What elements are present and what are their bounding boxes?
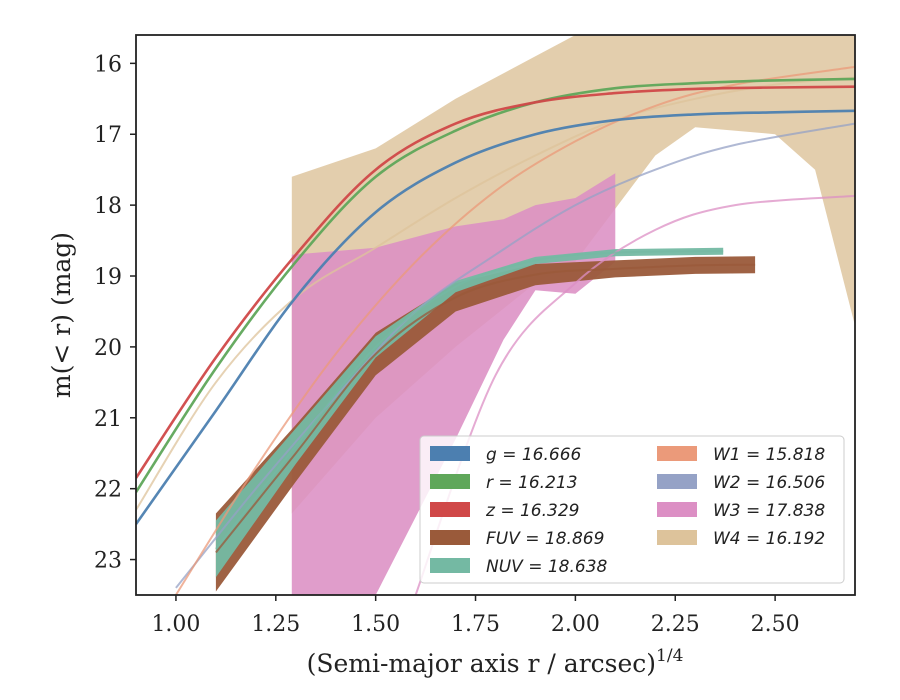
line-r [136, 77, 855, 493]
legend-label: W3 = 17.838 [713, 501, 825, 521]
x-tick-label: 2.50 [751, 612, 800, 637]
x-tick-label: 1.00 [151, 612, 200, 637]
y-tick-label: 23 [94, 549, 122, 574]
legend-swatch [657, 446, 697, 461]
legend-swatch [430, 530, 470, 545]
legend: g = 16.666 r = 16.213 z = 16.329 FUV = 18.8… [419, 435, 845, 584]
line-z [136, 85, 855, 479]
band-nuv [215, 247, 724, 578]
legend-label: r = 16.213 [486, 473, 578, 493]
line-nuv [215, 250, 724, 550]
legend-swatch [430, 502, 470, 517]
legend-swatch [657, 502, 697, 517]
y-axis-label: m(< r) (mag) [47, 232, 76, 398]
x-tick-label: 1.75 [451, 612, 500, 637]
band-w4 [291, 35, 855, 514]
legend-label: W4 = 16.192 [713, 529, 825, 549]
band-layer [215, 35, 855, 595]
line-g [136, 109, 855, 525]
plot-frame [135, 34, 856, 596]
line-w4 [136, 76, 855, 511]
legend-label: W2 = 16.506 [713, 473, 825, 493]
legend-label: NUV = 18.638 [486, 557, 608, 577]
x-tick-label: 2.00 [551, 612, 600, 637]
line-fuv [215, 263, 756, 554]
legend-swatch [657, 474, 697, 489]
legend-swatch [657, 530, 697, 545]
y-tick-label: 20 [94, 336, 122, 361]
x-tick-label: 1.25 [251, 612, 300, 637]
y-axis: 16 17 18 19 20 21 22 23 [94, 52, 136, 574]
y-tick-label: 19 [94, 265, 122, 290]
x-tick-label: 2.25 [651, 612, 700, 637]
y-tick-label: 16 [94, 52, 122, 77]
legend-swatch [430, 474, 470, 489]
y-tick-label: 17 [94, 123, 122, 148]
legend-label: FUV = 18.869 [486, 529, 604, 549]
x-axis-label: (Semi-major axis r / arcsec)1/4 [307, 646, 684, 678]
line-w2 [175, 122, 855, 589]
legend-box [419, 435, 845, 584]
legend-label: z = 16.329 [485, 501, 579, 521]
y-tick-label: 21 [94, 407, 122, 432]
line-layer [136, 65, 855, 595]
x-tick-label: 1.50 [351, 612, 400, 637]
legend-swatch [430, 446, 470, 461]
legend-label: W1 = 15.818 [713, 445, 825, 465]
y-tick-label: 18 [94, 194, 122, 219]
legend-swatch [430, 558, 470, 573]
y-tick-label: 22 [94, 478, 122, 503]
x-axis: 1.00 1.25 1.50 1.75 2.00 2.25 2.50 [151, 595, 800, 637]
legend-label: g = 16.666 [486, 445, 582, 465]
